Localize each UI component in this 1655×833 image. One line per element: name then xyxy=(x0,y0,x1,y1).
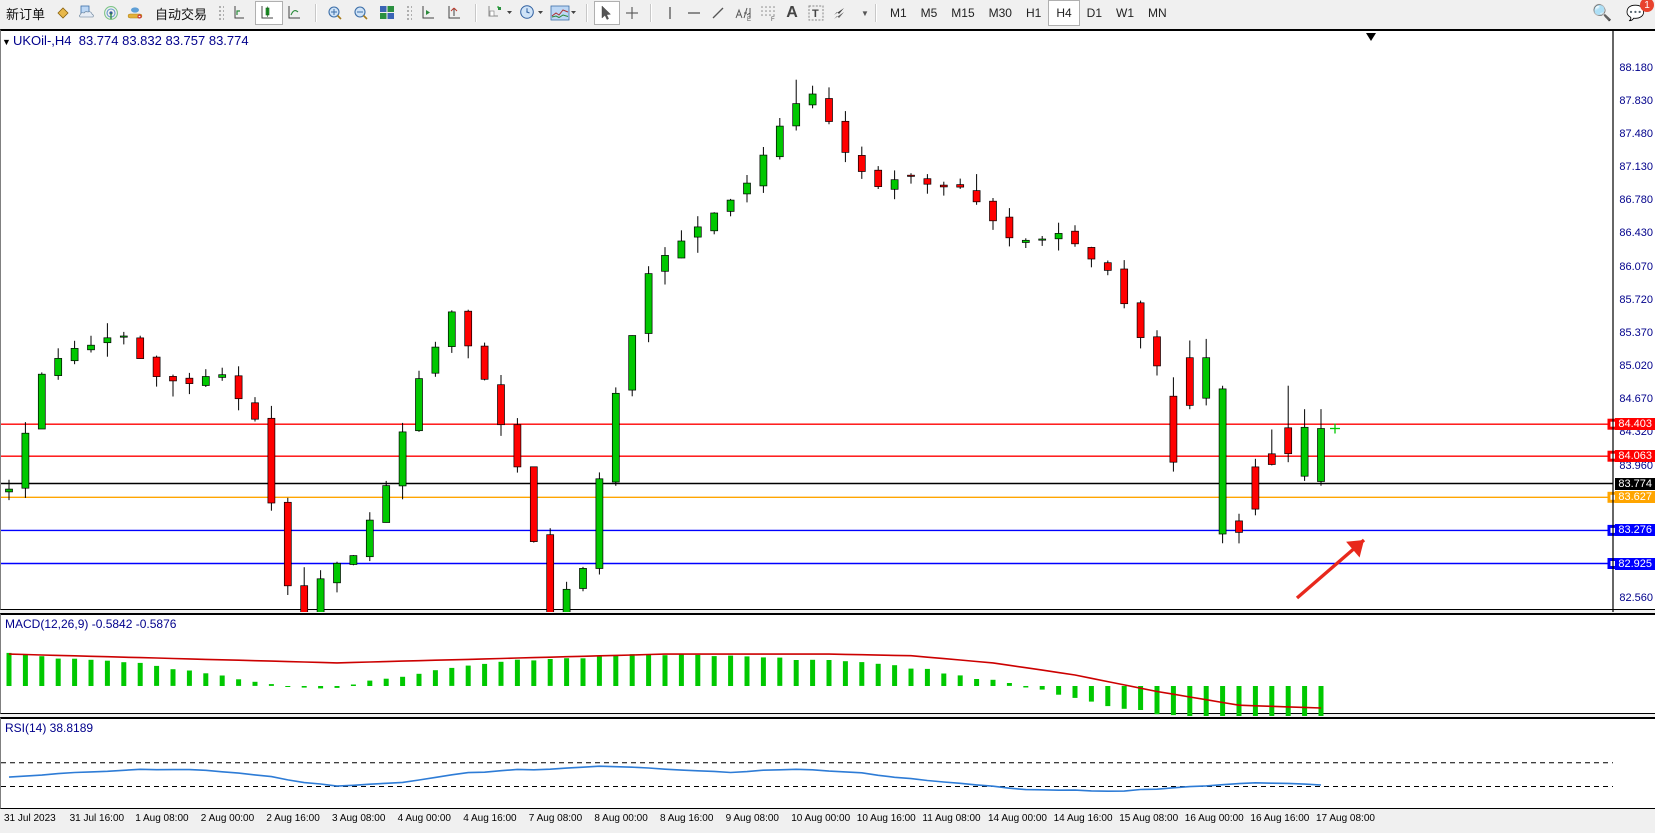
svg-text:T: T xyxy=(812,8,819,20)
svg-text:E: E xyxy=(747,17,751,22)
svg-text:F: F xyxy=(771,17,775,22)
